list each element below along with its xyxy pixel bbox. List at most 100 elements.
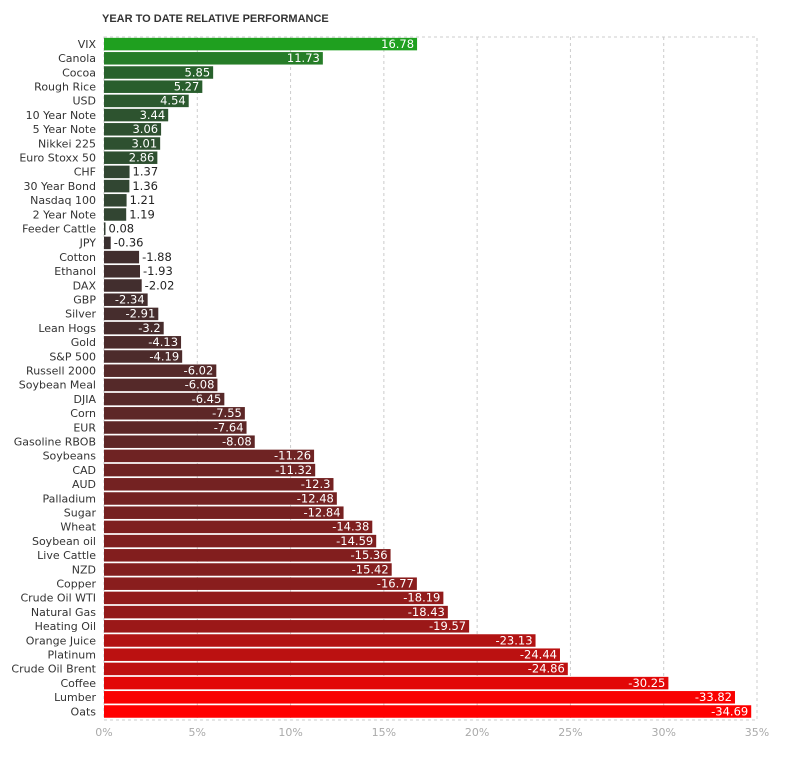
bar — [104, 392, 225, 406]
data-label: 16.78 — [381, 37, 414, 51]
bar — [104, 350, 183, 363]
category-label: Lumber — [54, 691, 96, 704]
category-label: Natural Gas — [31, 606, 96, 619]
bar — [104, 236, 111, 250]
plot-frame — [103, 36, 758, 721]
bar — [104, 648, 560, 661]
category-label: Heating Oil — [35, 620, 96, 633]
category-label: Feeder Cattle — [22, 222, 96, 235]
category-label: Gold — [71, 336, 96, 349]
x-tick-label: 20% — [465, 726, 489, 739]
bar — [104, 336, 182, 349]
data-label: 11.73 — [287, 51, 320, 65]
bar — [104, 577, 417, 590]
data-label: 4.54 — [160, 94, 186, 108]
bar — [104, 676, 669, 690]
data-label: -7.55 — [212, 406, 242, 420]
x-axis-ticks: 0% 5% 10% 15% 20% 25% 30% 35% — [95, 726, 769, 739]
category-label: Soybeans — [43, 450, 97, 463]
bar — [104, 208, 127, 221]
category-label: Cocoa — [62, 66, 96, 79]
data-label: -24.86 — [528, 662, 565, 676]
x-tick-label: 30% — [651, 726, 675, 739]
category-label: Platinum — [48, 648, 96, 661]
category-label: EUR — [73, 421, 96, 434]
bar — [104, 435, 255, 448]
data-label: -18.19 — [403, 591, 440, 605]
category-label: VIX — [78, 38, 97, 51]
data-label: -15.42 — [352, 562, 389, 576]
category-label: Live Cattle — [37, 549, 96, 562]
bar — [104, 321, 164, 335]
category-label: Palladium — [43, 492, 96, 505]
bar — [104, 634, 536, 647]
category-label: DAX — [73, 279, 97, 292]
bar — [104, 293, 148, 306]
data-label: -0.36 — [114, 236, 144, 250]
data-label: 1.37 — [133, 165, 159, 179]
data-label: 3.01 — [132, 136, 158, 150]
data-label: -18.43 — [408, 605, 445, 619]
bar — [104, 691, 735, 704]
data-label: -12.48 — [297, 491, 334, 505]
bar — [104, 449, 315, 463]
x-tick-label: 15% — [372, 726, 396, 739]
category-label: Silver — [65, 308, 96, 321]
bar — [104, 563, 392, 576]
data-label: -7.64 — [214, 420, 244, 434]
chart-title: YEAR TO DATE RELATIVE PERFORMANCE — [102, 13, 329, 25]
data-label: -12.84 — [303, 505, 340, 519]
data-label: -23.13 — [495, 633, 532, 647]
category-label: 2 Year Note — [33, 208, 97, 221]
data-label: -16.77 — [377, 576, 414, 590]
bar — [104, 222, 106, 235]
data-label: 0.08 — [108, 221, 134, 235]
category-label: AUD — [72, 478, 96, 491]
data-label: 5.27 — [174, 79, 200, 93]
data-label: 2.86 — [129, 150, 155, 164]
category-label: Rough Rice — [34, 80, 96, 93]
bar — [104, 506, 344, 519]
data-label: -15.36 — [350, 548, 387, 562]
data-label: -4.13 — [148, 335, 178, 349]
data-label: 1.21 — [130, 193, 156, 207]
category-label: Soybean Meal — [19, 379, 96, 392]
bar — [104, 478, 334, 491]
category-label: DJIA — [74, 393, 97, 406]
data-label: -2.34 — [115, 292, 145, 306]
bar — [104, 407, 245, 420]
category-label: Ethanol — [54, 265, 96, 278]
data-label: -11.32 — [275, 463, 312, 477]
category-label: GBP — [73, 293, 96, 306]
bar — [104, 151, 158, 164]
bar — [104, 37, 418, 51]
category-label: Nikkei 225 — [38, 137, 96, 150]
category-label: Crude Oil Brent — [11, 663, 96, 676]
bar — [104, 279, 142, 292]
x-tick-label: 35% — [745, 726, 769, 739]
data-label: -14.59 — [336, 534, 373, 548]
data-label: -24.44 — [520, 647, 557, 661]
data-label: -6.02 — [184, 363, 214, 377]
data-label: -2.91 — [126, 307, 156, 321]
bar — [104, 94, 189, 108]
category-label: Cotton — [59, 251, 96, 264]
x-tick-label: 5% — [189, 726, 206, 739]
category-label: Wheat — [60, 521, 96, 534]
data-label: -19.57 — [429, 619, 466, 633]
data-label: -1.93 — [143, 264, 173, 278]
category-label: 10 Year Note — [26, 109, 97, 122]
category-label: NZD — [72, 563, 96, 576]
data-label: -11.26 — [274, 449, 311, 463]
bar — [104, 605, 448, 619]
bar — [104, 591, 444, 605]
data-label: 3.44 — [140, 108, 166, 122]
data-label: 1.19 — [129, 207, 155, 221]
bar — [104, 307, 159, 321]
data-label: -4.19 — [149, 349, 179, 363]
bar — [104, 265, 141, 278]
category-label: Russell 2000 — [26, 364, 96, 377]
bar — [104, 179, 130, 193]
